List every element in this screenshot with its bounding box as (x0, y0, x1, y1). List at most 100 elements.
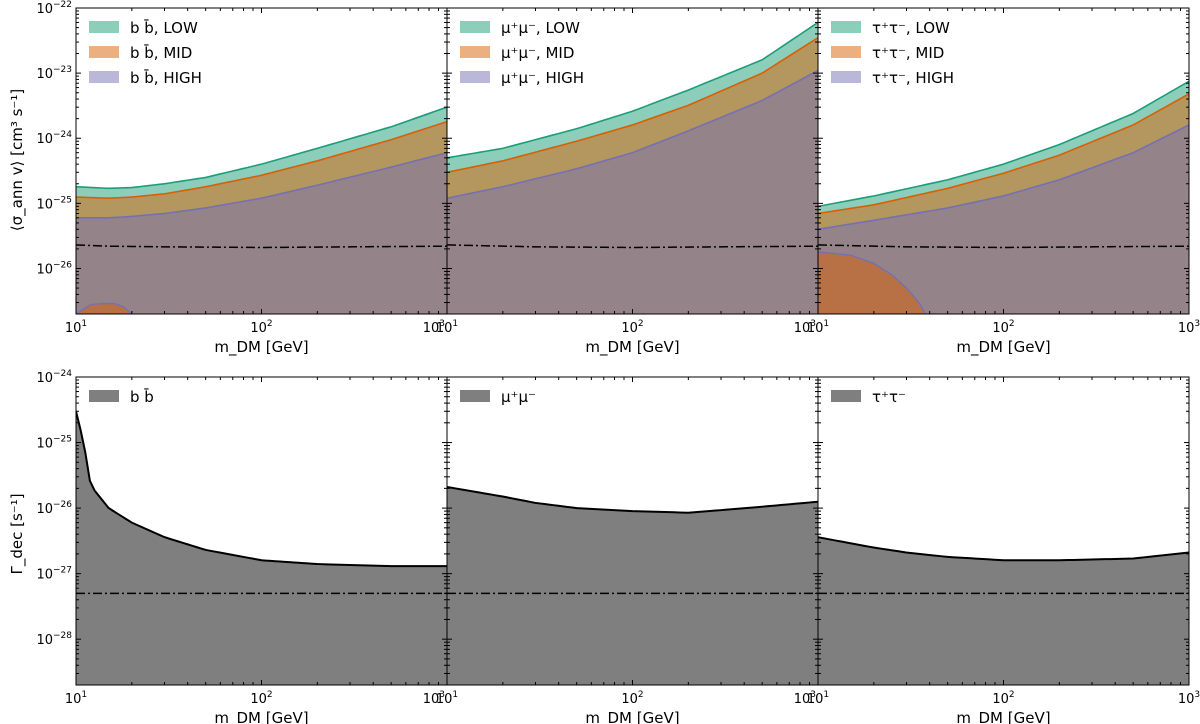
x-tick-label: 102 (992, 690, 1014, 707)
x-axis: 101 102 103 m_DM [GeV] (807, 377, 1200, 724)
island-edge (818, 251, 927, 314)
area-high (818, 124, 1189, 314)
x-tick-label: 103 (1178, 319, 1200, 336)
x-tick-label: 101 (436, 690, 458, 707)
line-low (76, 106, 447, 190)
line-decay (818, 536, 1189, 562)
x-tick-label: 103 (1178, 690, 1200, 707)
x-tick-label: 101 (65, 319, 87, 336)
x-axis-title: m_DM [GeV] (214, 338, 308, 357)
legend-label-high: τ⁺τ⁻, HIGH (872, 69, 954, 87)
reference-dashdot-line (76, 244, 447, 249)
x-tick-label: 101 (65, 690, 87, 707)
line-low (447, 21, 818, 159)
legend: b b̄, LOW b b̄, MID b b̄, HIGH (89, 18, 202, 87)
legend-swatch-decay (460, 390, 490, 402)
area-decay (818, 537, 1189, 685)
legend: τ⁺τ⁻ (831, 388, 906, 406)
legend-swatch-decay (89, 390, 119, 402)
plot-area (818, 80, 1189, 314)
reference-dashdot-line (818, 244, 1189, 249)
area-high (76, 152, 447, 314)
panel-decay-3: 101 102 103 m_DM [GeV] τ⁺τ⁻ (807, 376, 1200, 724)
plot-area (447, 485, 818, 685)
y-tick-label: 10−22 (36, 0, 72, 17)
legend: μ⁺μ⁻, LOW μ⁺μ⁻, MID μ⁺μ⁻, HIGH (460, 19, 584, 87)
legend-label-low: μ⁺μ⁻, LOW (501, 19, 580, 37)
x-tick-label: 101 (436, 319, 458, 336)
line-decay (76, 411, 447, 568)
legend-label-mid: μ⁺μ⁻, MID (501, 44, 574, 62)
y-axis: 10−28 10−27 10−26 10−25 10−24 (36, 369, 447, 686)
x-tick-label: 101 (807, 690, 829, 707)
y-tick-label: 10−26 (36, 260, 72, 277)
line-mid (76, 120, 447, 199)
x-tick-label: 102 (621, 690, 643, 707)
y-axis (818, 7, 1189, 315)
y-tick-label: 10−26 (36, 500, 72, 517)
line-high (447, 69, 818, 199)
ylabel-decay: Γ_dec [s⁻¹] (8, 493, 27, 574)
legend-label-decay: μ⁺μ⁻ (501, 388, 536, 406)
reference-dashdot-line (447, 244, 818, 249)
y-tick-label: 10−25 (36, 435, 72, 452)
ylabel-annihilation: ⟨σ_ann v⟩ [cm³ s⁻¹] (8, 89, 27, 231)
area-high (447, 70, 818, 314)
legend-label-decay: b b̄ (130, 387, 154, 406)
plot-area (447, 21, 818, 314)
legend-swatch-high (831, 71, 861, 83)
legend-label-mid: b b̄, MID (130, 43, 192, 62)
legend-label-low: b b̄, LOW (130, 18, 198, 37)
plot-area (76, 106, 447, 314)
line-high (76, 151, 447, 219)
x-axis-title: m_DM [GeV] (585, 338, 679, 357)
x-axis-title: m_DM [GeV] (956, 338, 1050, 357)
legend-label-high: b b̄, HIGH (130, 68, 202, 87)
x-tick-label: 102 (250, 319, 272, 336)
y-tick-label: 10−23 (36, 65, 72, 82)
y-tick-label: 10−28 (36, 631, 72, 648)
legend-swatch-low (460, 21, 490, 33)
y-tick-label: 10−24 (36, 369, 72, 386)
x-axis-title: m_DM [GeV] (585, 709, 679, 724)
x-axis: 101 102 103 m_DM [GeV] (807, 8, 1200, 357)
legend-swatch-high (89, 71, 119, 83)
legend-label-high: μ⁺μ⁻, HIGH (501, 69, 584, 87)
legend: μ⁺μ⁻ (460, 388, 536, 406)
legend-label-low: τ⁺τ⁻, LOW (872, 19, 950, 37)
x-axis-title: m_DM [GeV] (956, 709, 1050, 724)
legend: τ⁺τ⁻, LOW τ⁺τ⁻, MID τ⁺τ⁻, HIGH (831, 19, 954, 87)
x-axis-title: m_DM [GeV] (214, 709, 308, 724)
legend-label-mid: τ⁺τ⁻, MID (872, 44, 944, 62)
line-high (818, 124, 1189, 231)
island-fill (818, 251, 926, 314)
plot-area (818, 536, 1189, 685)
y-tick-label: 10−27 (36, 566, 72, 583)
x-tick-label: 102 (992, 319, 1014, 336)
legend: b b̄ (89, 387, 154, 406)
x-tick-label: 102 (621, 319, 643, 336)
y-axis (818, 376, 1189, 686)
legend-swatch-low (89, 21, 119, 33)
island-edge (76, 302, 133, 314)
y-tick-label: 10−24 (36, 130, 72, 147)
area-decay (447, 486, 818, 685)
x-tick-label: 101 (807, 319, 829, 336)
plot-area (76, 411, 447, 685)
island-fill (76, 303, 132, 314)
line-mid (447, 37, 818, 174)
line-mid (818, 93, 1189, 215)
legend-swatch-mid (460, 46, 490, 58)
legend-swatch-low (831, 21, 861, 33)
x-tick-label: 102 (250, 690, 272, 707)
legend-swatch-mid (89, 46, 119, 58)
panels-layer: 101 102 103 m_DM [GeV] 10−26 10−25 10−24 10−23 1… (36, 0, 1200, 724)
